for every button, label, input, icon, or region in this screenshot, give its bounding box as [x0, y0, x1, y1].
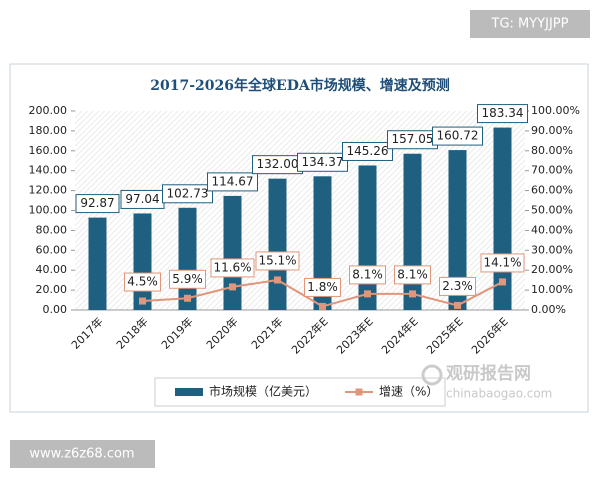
bar — [448, 150, 467, 310]
label-box — [255, 251, 300, 271]
marker — [499, 278, 506, 286]
y2-tick-label: 100.00% — [531, 104, 580, 117]
value-label: 157.05 — [392, 132, 434, 146]
y2-tick-label: 10.00% — [531, 283, 573, 296]
y-tick-label: 140.00 — [29, 164, 68, 177]
y2-tick-label: 20.00% — [531, 263, 573, 276]
value-label: 4.5% — [127, 275, 158, 289]
label-box — [480, 253, 525, 273]
legend-swatch — [175, 388, 203, 396]
value-label: 132.00 — [257, 157, 299, 171]
value-label: 102.73 — [167, 186, 209, 200]
y-tick-label: 20.00 — [36, 283, 68, 296]
value-label: 97.04 — [125, 192, 159, 206]
bar — [178, 207, 197, 310]
bar — [133, 213, 152, 310]
y-tick-label: 0.00 — [43, 303, 68, 316]
marker — [184, 294, 191, 302]
bar — [223, 195, 242, 310]
marker — [319, 302, 326, 310]
value-label: 11.6% — [213, 260, 251, 274]
bar — [403, 153, 422, 310]
label-box — [210, 258, 255, 278]
watermark-box — [10, 440, 155, 468]
bar — [358, 165, 377, 310]
label-box — [394, 265, 431, 285]
y-tick-label: 60.00 — [36, 243, 68, 256]
label-box — [432, 126, 483, 146]
value-label: 145.26 — [347, 144, 389, 158]
value-label: 14.1% — [483, 255, 521, 269]
legend-swatch — [355, 388, 363, 396]
label-box — [349, 265, 386, 285]
y-tick-label: 200.00 — [29, 104, 68, 117]
marker — [274, 276, 281, 284]
y-tick-label: 160.00 — [29, 144, 68, 157]
label-box — [304, 277, 341, 297]
label-box — [342, 141, 393, 161]
y2-tick-label: 90.00% — [531, 124, 573, 137]
label-box — [297, 152, 348, 172]
value-label: 160.72 — [437, 129, 479, 143]
legend-label: 市场规模（亿美元） — [209, 384, 317, 399]
value-label: 134.37 — [302, 155, 344, 169]
legend-label: 增速（%） — [379, 385, 438, 399]
label-box — [162, 184, 213, 204]
label-box — [207, 172, 258, 192]
source-name: 观研报告网 — [445, 363, 531, 384]
y2-tick-label: 80.00% — [531, 144, 573, 157]
value-label: 2.3% — [442, 279, 473, 293]
value-label: 15.1% — [258, 253, 296, 267]
y2-tick-label: 30.00% — [531, 243, 573, 256]
watermark-box — [470, 10, 590, 38]
value-label: 1.8% — [307, 280, 338, 294]
marker — [409, 290, 416, 298]
label-box — [477, 104, 528, 124]
bar — [313, 176, 332, 310]
y-tick-label: 100.00 — [29, 204, 68, 217]
value-label: 183.34 — [482, 106, 524, 120]
marker — [364, 290, 371, 298]
value-label: 5.9% — [172, 272, 203, 286]
y2-tick-label: 0.00% — [531, 303, 566, 316]
y2-tick-label: 40.00% — [531, 223, 573, 236]
y2-tick-label: 60.00% — [531, 184, 573, 197]
label-box — [169, 269, 206, 289]
marker — [229, 283, 236, 291]
y-tick-label: 120.00 — [29, 184, 68, 197]
marker — [139, 297, 146, 305]
marker — [454, 301, 461, 309]
watermark: www.z6z68.com — [29, 447, 134, 462]
source-site: chinabaogao.com — [446, 387, 552, 401]
chart-title: 2017-2026年全球EDA市场规模、增速及预测 — [150, 77, 449, 94]
y-tick-label: 80.00 — [36, 223, 68, 236]
y2-tick-label: 70.00% — [531, 164, 573, 177]
label-box — [439, 276, 476, 296]
watermark: TG: MYYJJPP — [491, 17, 569, 32]
logo — [421, 364, 443, 386]
y-tick-label: 40.00 — [36, 263, 68, 276]
value-label: 8.1% — [397, 267, 428, 281]
value-label: 8.1% — [352, 267, 383, 281]
y-tick-label: 180.00 — [29, 124, 68, 137]
y2-tick-label: 50.00% — [531, 204, 573, 217]
value-label: 92.87 — [80, 196, 114, 210]
label-box — [75, 194, 120, 214]
legend-box — [154, 377, 446, 407]
value-label: 114.67 — [212, 174, 254, 188]
bar — [88, 217, 107, 310]
bar — [268, 178, 287, 310]
label-box — [124, 272, 161, 292]
